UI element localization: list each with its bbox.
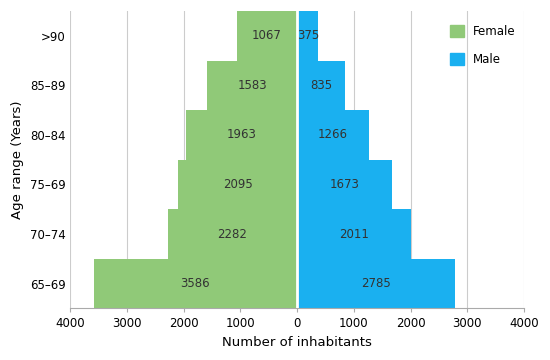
Text: 375: 375 [296, 30, 319, 42]
Bar [178, 160, 297, 209]
Text: 2282: 2282 [217, 228, 248, 240]
Bar [297, 259, 455, 308]
Text: 835: 835 [310, 79, 332, 92]
Text: 1963: 1963 [227, 129, 256, 141]
Bar [297, 60, 344, 110]
Legend: Female, Male: Female, Male [445, 21, 520, 70]
X-axis label: Number of inhabitants: Number of inhabitants [222, 336, 372, 349]
Text: 3586: 3586 [180, 277, 210, 290]
Text: 1266: 1266 [318, 129, 348, 141]
Bar [297, 209, 411, 259]
Bar [94, 259, 297, 308]
Bar [168, 209, 297, 259]
Bar [297, 160, 392, 209]
Y-axis label: Age range (Years): Age range (Years) [11, 100, 24, 219]
Bar [297, 110, 369, 160]
Text: 2095: 2095 [223, 178, 252, 191]
Text: 1673: 1673 [329, 178, 360, 191]
Text: 2011: 2011 [339, 228, 369, 240]
Bar [236, 11, 297, 60]
Text: 1067: 1067 [252, 30, 282, 42]
Bar [207, 60, 297, 110]
Bar [297, 11, 318, 60]
Text: 2785: 2785 [361, 277, 391, 290]
Bar [186, 110, 297, 160]
Text: 1583: 1583 [238, 79, 267, 92]
